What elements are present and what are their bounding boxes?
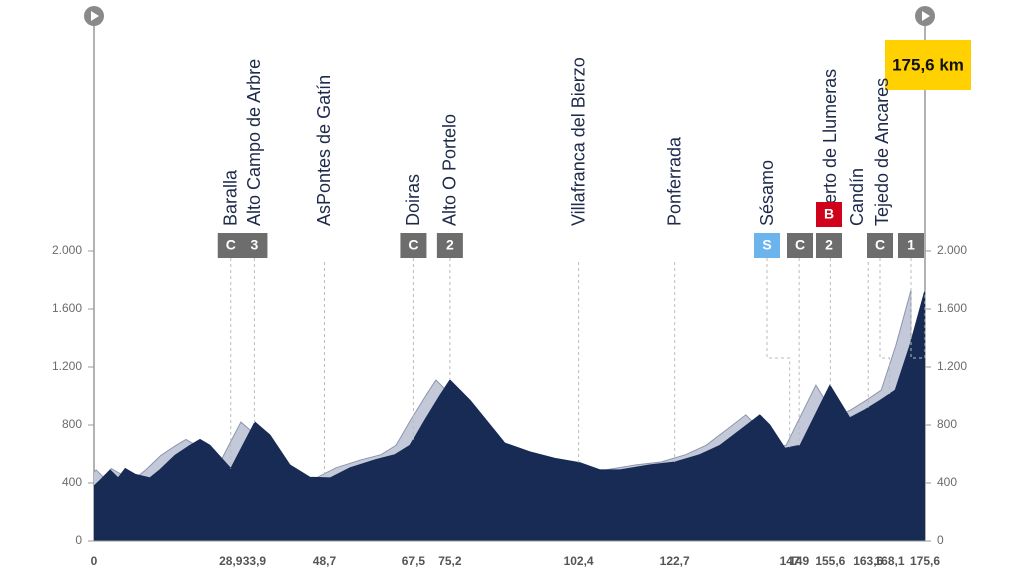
x-tick-label: 28,9: [219, 554, 243, 568]
category-badge: [816, 202, 842, 227]
place-name: Candín: [847, 168, 867, 226]
y-tick-label-right: 1.200: [937, 359, 967, 373]
y-tick-label: 1.600: [52, 301, 82, 315]
x-tick-label: 48,7: [313, 554, 337, 568]
place-name: AsPontes de Gatín: [314, 75, 334, 226]
y-tick-label-right: 400: [937, 475, 957, 489]
badge-label: 3: [251, 237, 259, 253]
place-name: Villafranca del Bierzo: [568, 57, 588, 226]
x-tick-label: 0: [91, 554, 98, 568]
x-tick-label: 75,2: [438, 554, 462, 568]
x-tick-label: 67,5: [402, 554, 426, 568]
badge-label: C: [408, 237, 418, 253]
x-tick-label: 102,4: [564, 554, 594, 568]
x-tick-label: 122,7: [660, 554, 690, 568]
y-tick-label: 0: [75, 533, 82, 547]
place-name: Puerto de Llumeras: [820, 69, 840, 226]
x-tick-label: 147: [780, 554, 800, 568]
category-badge: [400, 233, 427, 258]
y-tick-label-right: 1.600: [937, 301, 967, 315]
x-tick-label: 155,6: [815, 554, 845, 568]
leader-line: [879, 258, 891, 395]
place-name: Baralla: [221, 169, 241, 226]
badge-label: C: [795, 237, 805, 253]
start-arrow: [91, 11, 99, 21]
place-name: Tejedo de Ancares: [872, 78, 892, 226]
place-name: Doiras: [403, 174, 423, 226]
place-name: Sésamo: [757, 160, 777, 226]
x-tick-label: 163,6: [853, 554, 883, 568]
category-badge: [217, 233, 244, 258]
badge-label: S: [762, 237, 771, 253]
distance-box: [885, 40, 971, 90]
y-tick-label: 400: [62, 475, 82, 489]
place-name: Ponferrada: [664, 136, 684, 226]
category-badge: [241, 233, 268, 258]
category-badge: [754, 233, 780, 258]
x-tick-label: 33,9: [243, 554, 267, 568]
place-name: Alto Campo de Arbre: [244, 59, 264, 226]
y-tick-label: 800: [62, 417, 82, 431]
badge-label: 2: [825, 237, 833, 253]
finish-arrow: [922, 11, 930, 21]
badge-label: 2: [446, 237, 454, 253]
y-tick-label: 2.000: [52, 243, 82, 257]
y-tick-label-right: 0: [937, 533, 944, 547]
category-badge: [867, 233, 893, 258]
badge-label: B: [824, 206, 834, 222]
leader-line: [910, 258, 926, 359]
badge-label: 1: [907, 237, 915, 253]
profile-area: [94, 289, 925, 541]
y-tick-label-right: 800: [937, 417, 957, 431]
distance-label: 175,6 km: [892, 55, 964, 74]
category-badge: [898, 233, 924, 258]
category-badge: [787, 233, 813, 258]
x-tick-label: 168,1: [874, 554, 904, 568]
y-tick-label: 1.200: [52, 359, 82, 373]
category-badge: [436, 233, 463, 258]
y-tick-label-right: 2.000: [937, 243, 967, 257]
profile-group: [94, 289, 925, 541]
badge-label: C: [875, 237, 885, 253]
x-tick-label: 175,6: [910, 554, 940, 568]
leader-line: [766, 258, 791, 448]
badge-label: C: [226, 237, 236, 253]
place-name: Alto O Portelo: [440, 114, 460, 226]
category-badge: [816, 233, 842, 258]
x-tick-label: 149: [789, 554, 809, 568]
